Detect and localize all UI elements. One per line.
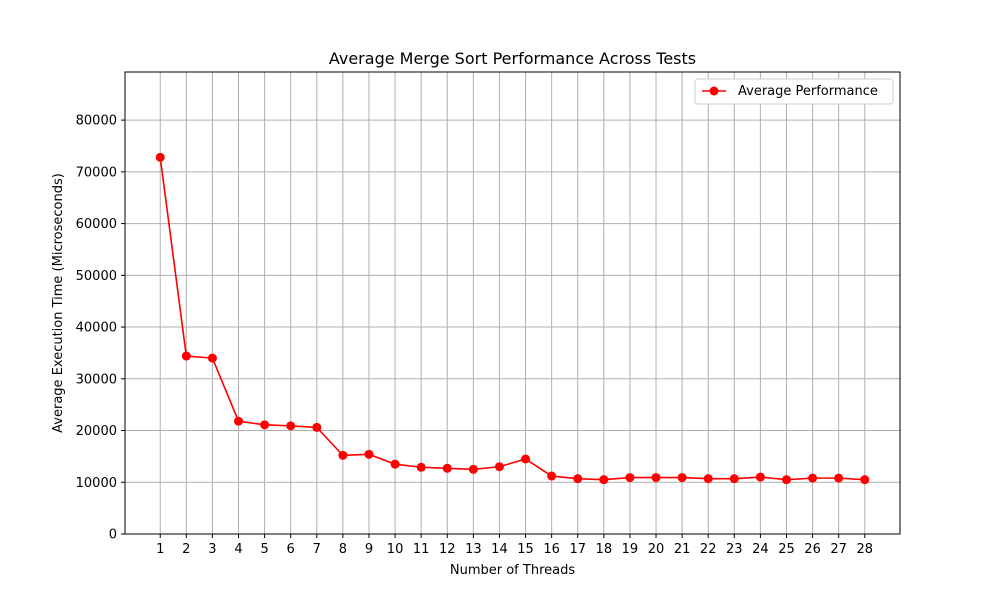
x-tick-label: 22 xyxy=(700,542,717,557)
x-tick-label: 16 xyxy=(543,542,560,557)
series-layer xyxy=(155,152,870,485)
x-tick-label: 10 xyxy=(387,542,404,557)
grid-lines xyxy=(125,72,900,535)
data-point xyxy=(860,475,870,485)
x-tick-label: 21 xyxy=(674,542,691,557)
x-tick-label: 25 xyxy=(778,542,795,557)
data-point xyxy=(494,462,504,472)
data-point xyxy=(286,421,296,431)
x-tick-label: 28 xyxy=(856,542,873,557)
data-point xyxy=(573,474,583,484)
x-tick-label: 14 xyxy=(491,542,508,557)
data-point xyxy=(364,449,374,459)
x-tick-label: 15 xyxy=(517,542,534,557)
x-tick-label: 9 xyxy=(365,542,373,557)
data-point xyxy=(547,471,557,481)
x-tick-label: 5 xyxy=(260,542,268,557)
x-tick-label: 19 xyxy=(622,542,639,557)
x-tick-label: 6 xyxy=(287,542,295,557)
data-point xyxy=(781,475,791,485)
data-point xyxy=(677,473,687,483)
x-tick-label: 2 xyxy=(182,542,190,557)
data-point xyxy=(312,422,322,432)
data-point xyxy=(651,473,661,483)
data-point xyxy=(729,474,739,484)
x-tick-label: 26 xyxy=(804,542,821,557)
data-point xyxy=(181,351,191,361)
data-point xyxy=(207,353,217,363)
data-point xyxy=(599,475,609,485)
legend-entry-average-performance: Average Performance xyxy=(738,84,878,99)
y-axis-ticks: 0 10000 20000 30000 40000 50000 60000 70000 8000… xyxy=(76,114,125,543)
y-tick-label: 60000 xyxy=(76,217,117,232)
data-point xyxy=(755,472,765,482)
y-tick-label: 30000 xyxy=(76,372,117,387)
data-point xyxy=(338,450,348,460)
x-tick-label: 27 xyxy=(830,542,847,557)
series-line-average-performance xyxy=(159,157,865,481)
y-tick-label: 10000 xyxy=(76,476,117,491)
x-tick-label: 3 xyxy=(208,542,216,557)
x-tick-label: 24 xyxy=(752,542,769,557)
x-tick-label: 18 xyxy=(596,542,613,557)
x-tick-label: 20 xyxy=(648,542,665,557)
x-axis-ticks: 1 2 3 4 5 6 7 8 9 10 11 12 13 14 15 16 17 18 19 20 21 22 23 24 2… xyxy=(156,534,873,557)
data-point xyxy=(234,416,244,426)
x-tick-label: 23 xyxy=(726,542,743,557)
x-tick-label: 7 xyxy=(313,542,321,557)
legend: Average Performance xyxy=(694,78,894,105)
x-tick-label: 17 xyxy=(569,542,586,557)
data-point xyxy=(625,473,635,483)
chart-title: Average Merge Sort Performance Across Te… xyxy=(329,49,696,68)
data-point xyxy=(703,474,713,484)
plot-area-frame xyxy=(124,71,901,535)
x-tick-label: 8 xyxy=(339,542,347,557)
x-tick-label: 13 xyxy=(465,542,482,557)
y-tick-label: 40000 xyxy=(76,321,117,336)
y-tick-label: 80000 xyxy=(76,114,117,129)
x-tick-label: 4 xyxy=(234,542,242,557)
y-axis-label: Average Execution Time (Microseconds) xyxy=(51,173,66,433)
data-point xyxy=(521,454,531,464)
data-point xyxy=(442,463,452,473)
y-tick-label: 20000 xyxy=(76,424,117,439)
y-tick-label: 50000 xyxy=(76,269,117,284)
data-point xyxy=(468,464,478,474)
y-tick-label: 70000 xyxy=(76,165,117,180)
y-tick-label: 0 xyxy=(109,528,117,543)
data-point xyxy=(390,459,400,469)
legend-box xyxy=(694,78,894,105)
x-tick-label: 11 xyxy=(413,542,430,557)
legend-marker-swatch xyxy=(709,86,719,96)
data-point xyxy=(808,473,818,483)
x-tick-label: 1 xyxy=(156,542,164,557)
data-point xyxy=(155,152,165,162)
x-axis-label: Number of Threads xyxy=(450,563,575,578)
data-point xyxy=(834,473,844,483)
data-point xyxy=(260,420,270,430)
data-point xyxy=(416,462,426,472)
x-tick-label: 12 xyxy=(439,542,456,557)
